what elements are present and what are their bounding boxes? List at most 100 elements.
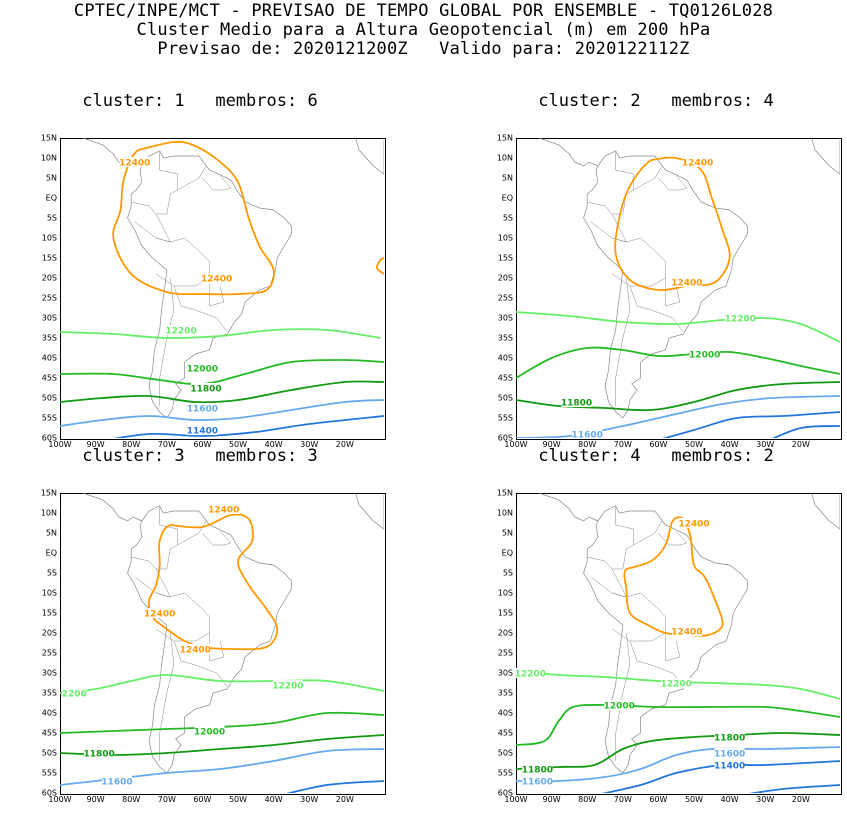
coastline — [523, 473, 576, 491]
lat-tick-label: 10S — [41, 233, 57, 243]
country-border — [202, 175, 232, 191]
lat-tick-label: 35S — [497, 333, 513, 343]
contour-11800 — [516, 732, 840, 770]
lat-tick-label: 10N — [496, 153, 513, 163]
country-border — [615, 507, 663, 546]
contour-11400 — [113, 415, 384, 438]
contour-12400 — [112, 140, 275, 296]
contour-label: 11400 — [714, 761, 745, 771]
contour-label: 11600 — [572, 430, 603, 440]
lat-tick-label: EQ — [45, 548, 57, 558]
lat-tick-label: 40S — [41, 708, 57, 718]
lon-tick-label: 70W — [157, 795, 176, 804]
map-frame — [60, 138, 386, 440]
contour-label: 12400 — [144, 609, 175, 619]
lat-tick-label: 60S — [41, 788, 57, 798]
header-title-line3: Previsao de: 2020121200Z Valido para: 20… — [157, 39, 690, 59]
contour-11600 — [516, 746, 840, 783]
country-border — [590, 568, 627, 598]
country-border — [159, 507, 207, 546]
contour-label: 11800 — [714, 733, 745, 743]
lon-tick-label: 40W — [720, 440, 739, 449]
lat-tick-label: 20S — [497, 273, 513, 283]
lon-tick-label: 40W — [264, 795, 283, 804]
lon-tick-label: 80W — [122, 440, 141, 449]
lat-tick-label: 60S — [497, 433, 513, 443]
map-contour-svg: 12400 12400 12200 12000 11800 11600 11400 — [60, 118, 384, 438]
lat-tick-label: 10N — [40, 153, 57, 163]
country-border — [590, 213, 627, 243]
lat-tick-label: 10S — [497, 588, 513, 598]
lat-tick-label: 25S — [41, 648, 57, 658]
country-border — [202, 530, 232, 546]
lon-tick-label: 30W — [756, 440, 775, 449]
country-border — [209, 633, 225, 662]
lon-tick-label: 20W — [335, 795, 354, 804]
panel-title: cluster: 1 membros: 6 — [82, 91, 318, 111]
contour-label: 2200 — [62, 689, 87, 699]
lon-tick-label: 50W — [228, 795, 248, 804]
lat-tick-label: 10S — [497, 233, 513, 243]
lat-tick-label: EQ — [45, 193, 57, 203]
coastline — [573, 118, 605, 119]
lon-tick-label: 70W — [613, 795, 632, 804]
contour-12200 — [60, 328, 381, 339]
lat-tick-label: 40S — [41, 353, 57, 363]
header-title-line2: Cluster Medio para a Altura Geopotencial… — [136, 20, 711, 40]
lat-tick-label: 45S — [497, 728, 513, 738]
country-border — [665, 278, 681, 307]
lat-tick-label: 5N — [501, 528, 513, 538]
coastline — [538, 493, 599, 522]
coastline — [811, 138, 840, 175]
lon-tick-label: 80W — [122, 795, 141, 804]
lon-tick-label: 100W — [504, 795, 528, 804]
lat-tick-label: 15S — [497, 253, 513, 263]
lat-tick-label: 10N — [496, 508, 513, 518]
coastline — [573, 473, 605, 474]
country-border — [587, 189, 634, 215]
contour-12200 — [516, 311, 840, 343]
lat-tick-label: 35S — [41, 688, 57, 698]
contour-11400 — [601, 760, 840, 793]
map-contour-svg: 12400 12400 12200 12000 11800 11600 — [516, 118, 840, 440]
contour-label: 12000 — [194, 727, 225, 737]
country-border — [131, 544, 178, 570]
lon-tick-label: 20W — [335, 440, 354, 449]
contour-label: 12400 — [208, 505, 239, 515]
contour-12400 — [147, 513, 279, 651]
country-border — [658, 175, 688, 191]
lon-tick-label: 90W — [86, 440, 105, 449]
coastline — [117, 118, 149, 119]
lon-tick-label: 50W — [228, 440, 248, 449]
lat-tick-label: 60S — [497, 788, 513, 798]
contour-label: 11800 — [190, 384, 221, 394]
country-border — [658, 530, 688, 546]
lon-tick-label: 70W — [157, 440, 176, 449]
lon-tick-label: 80W — [578, 795, 597, 804]
header-title-line1: CPTEC/INPE/MCT - PREVISAO DE TEMPO GLOBA… — [73, 1, 774, 21]
contour-label: 11400 — [187, 426, 218, 436]
lon-tick-label: 90W — [542, 795, 561, 804]
country-border — [629, 640, 684, 688]
contour-label: 12400 — [678, 519, 709, 529]
lon-tick-label: 50W — [684, 795, 704, 804]
country-border — [134, 568, 171, 598]
lat-tick-label: EQ — [501, 548, 513, 558]
panel-title: cluster: 3 membros: 3 — [82, 446, 318, 466]
lat-tick-label: 30S — [41, 313, 57, 323]
lat-tick-label: 45S — [497, 373, 513, 383]
lon-tick-label: 60W — [649, 440, 668, 449]
lon-tick-label: 30W — [300, 440, 319, 449]
contour-12200 — [60, 674, 384, 694]
lat-tick-label: 5S — [46, 568, 57, 578]
contour-12400 — [623, 516, 724, 637]
country-border — [615, 632, 631, 761]
lat-tick-label: 5S — [502, 213, 513, 223]
lon-tick-label: 30W — [756, 795, 775, 804]
lon-tick-label: 30W — [300, 795, 319, 804]
coastline — [82, 493, 143, 522]
contour-label: 12200 — [272, 681, 303, 691]
lon-tick-label: 80W — [578, 440, 597, 449]
contour-11400 — [286, 780, 384, 793]
lat-tick-label: 15N — [40, 133, 57, 143]
